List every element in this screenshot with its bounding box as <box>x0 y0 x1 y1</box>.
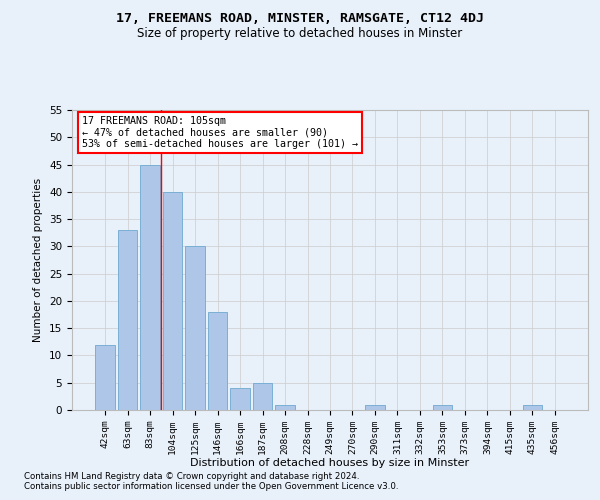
Text: Size of property relative to detached houses in Minster: Size of property relative to detached ho… <box>137 28 463 40</box>
Bar <box>365 404 385 410</box>
Bar <box>118 230 137 410</box>
Y-axis label: Number of detached properties: Number of detached properties <box>34 178 43 342</box>
Bar <box>275 404 295 410</box>
Text: 17 FREEMANS ROAD: 105sqm
← 47% of detached houses are smaller (90)
53% of semi-d: 17 FREEMANS ROAD: 105sqm ← 47% of detach… <box>82 116 358 149</box>
Bar <box>140 164 160 410</box>
Bar <box>163 192 182 410</box>
Bar <box>95 344 115 410</box>
Bar <box>433 404 452 410</box>
Bar <box>230 388 250 410</box>
Text: Contains public sector information licensed under the Open Government Licence v3: Contains public sector information licen… <box>24 482 398 491</box>
Text: 17, FREEMANS ROAD, MINSTER, RAMSGATE, CT12 4DJ: 17, FREEMANS ROAD, MINSTER, RAMSGATE, CT… <box>116 12 484 26</box>
Bar <box>185 246 205 410</box>
Bar <box>208 312 227 410</box>
Text: Contains HM Land Registry data © Crown copyright and database right 2024.: Contains HM Land Registry data © Crown c… <box>24 472 359 481</box>
Bar <box>523 404 542 410</box>
Bar <box>253 382 272 410</box>
Text: Distribution of detached houses by size in Minster: Distribution of detached houses by size … <box>190 458 470 468</box>
